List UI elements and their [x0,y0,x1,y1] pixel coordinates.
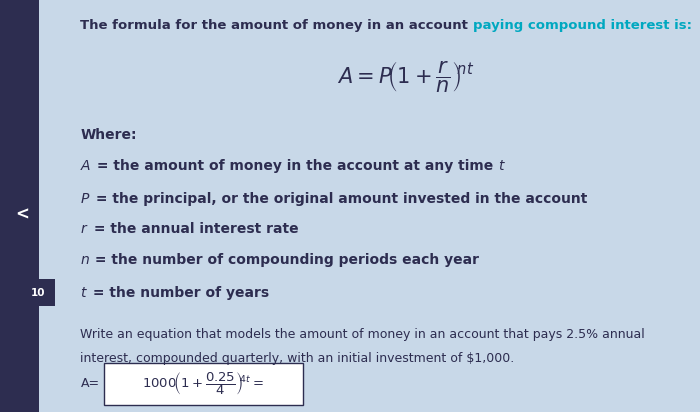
Text: $1000\!\left(1+\dfrac{0.25}{4}\right)^{\!\!4t}=$: $1000\!\left(1+\dfrac{0.25}{4}\right)^{\… [143,370,264,398]
Text: The formula for the amount of money in an account: The formula for the amount of money in a… [80,19,473,32]
Text: paying compound interest is:: paying compound interest is: [473,19,692,32]
Text: = the number of compounding periods each year: = the number of compounding periods each… [90,253,480,267]
Text: = the amount of money in the account at any time: = the amount of money in the account at … [92,159,498,173]
Text: $A = P\!\left(1+\dfrac{r}{n}\right)^{\!\!nt}$: $A = P\!\left(1+\dfrac{r}{n}\right)^{\!\… [337,59,475,94]
Text: = the number of years: = the number of years [88,286,270,300]
Text: <: < [15,205,29,223]
Text: $A$: $A$ [80,159,92,173]
Text: interest, compounded quarterly, with an initial investment of $1,000.: interest, compounded quarterly, with an … [80,352,514,365]
Text: $P$: $P$ [80,192,91,206]
Text: Write an equation that models the amount of money in an account that pays 2.5% a: Write an equation that models the amount… [80,328,645,341]
Text: $r$: $r$ [80,222,89,236]
Text: Where:: Where: [80,128,137,142]
Text: A=: A= [80,377,99,391]
Text: $t$: $t$ [498,159,506,173]
Text: $n$: $n$ [80,253,90,267]
Text: = the principal, or the original amount invested in the account: = the principal, or the original amount … [91,192,587,206]
Text: 10: 10 [32,288,46,297]
Text: = the annual interest rate: = the annual interest rate [89,222,298,236]
Text: $t$: $t$ [80,286,88,300]
